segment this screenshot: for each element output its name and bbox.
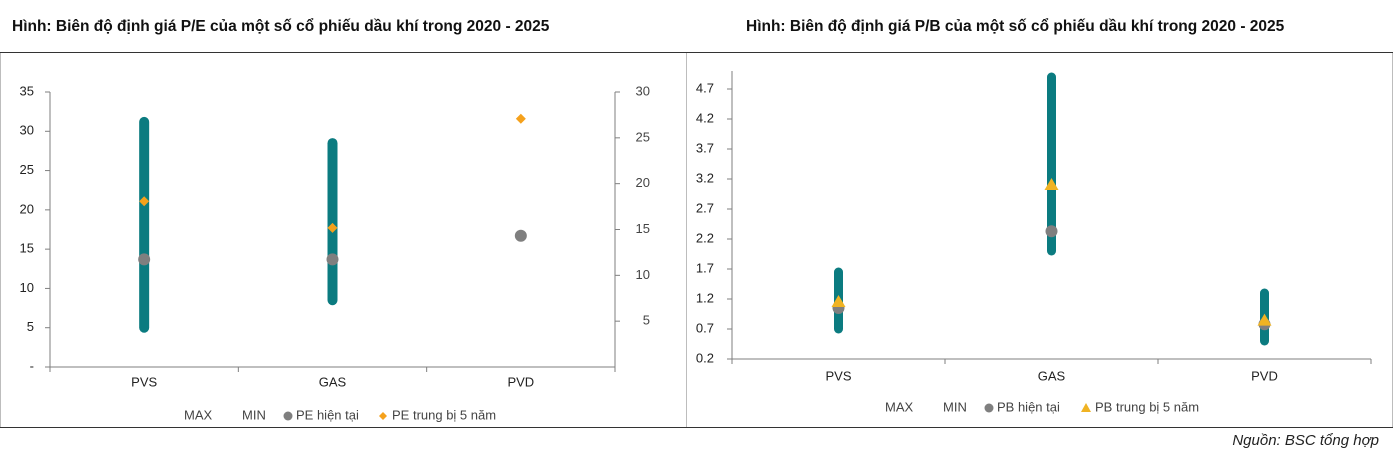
legend-min: MIN	[242, 407, 266, 422]
pb-avg-marker-pvd	[1257, 313, 1272, 326]
y-left-tick-label: -	[30, 358, 34, 373]
x-category-label: GAS	[1038, 368, 1066, 383]
y-right-tick-label: 15	[636, 221, 650, 236]
pe-current-marker-pvs	[138, 253, 151, 266]
y-left-tick-label: 20	[20, 201, 34, 216]
x-category-label: GAS	[319, 374, 347, 389]
x-category-label: PVS	[131, 374, 157, 389]
y-left-tick-label: 1.7	[696, 260, 714, 275]
panel-separator	[686, 53, 687, 427]
y-left-tick-label: 35	[20, 83, 34, 98]
legend-avg-symbol	[379, 412, 387, 420]
legend-avg: PE trung bị 5 năm	[392, 407, 496, 422]
y-left-tick-label: 3.7	[696, 140, 714, 155]
left-border	[0, 53, 1, 427]
pb-chart-title: Hình: Biên độ định giá P/B của một số cổ…	[746, 18, 1285, 35]
pb-avg-marker-pvs	[831, 295, 846, 307]
y-right-tick-label: 20	[636, 175, 650, 190]
pe-avg-marker-gas	[327, 222, 338, 233]
y-left-tick-label: 25	[20, 162, 34, 177]
legend-avg-symbol	[1081, 403, 1091, 412]
y-right-tick-label: 5	[643, 313, 650, 328]
pe-avg-marker-pvs	[139, 196, 150, 207]
y-left-tick-label: 10	[20, 280, 34, 295]
y-left-tick-label: 5	[27, 319, 34, 334]
y-left-tick-label: 4.7	[696, 80, 714, 95]
pe-range-chart: - 5 10 15 20 25 30 35 5 10 15 20 25 30 PVS GAS PVD MAX MIN…	[20, 83, 650, 422]
y-right-tick-label: 25	[636, 129, 650, 144]
y-left-tick-label: 3.2	[696, 170, 714, 185]
legend-avg: PB trung bị 5 năm	[1095, 399, 1199, 414]
pe-current-marker-gas	[326, 253, 339, 266]
bottom-rule	[0, 427, 1393, 428]
legend-current: PE hiện tại	[296, 407, 359, 422]
pb-current-marker-gas	[1045, 225, 1058, 238]
legend-current: PB hiện tại	[997, 399, 1060, 414]
pe-avg-marker-pvd	[515, 113, 526, 124]
legend-current-symbol	[283, 411, 293, 421]
top-rule	[0, 52, 1393, 53]
x-category-label: PVD	[1251, 368, 1278, 383]
y-left-tick-label: 1.2	[696, 290, 714, 305]
y-right-tick-label: 30	[636, 83, 650, 98]
legend-current-symbol	[984, 403, 994, 413]
legend-min: MIN	[943, 399, 967, 414]
source-note: Nguồn: BSC tổng hợp	[1232, 432, 1379, 449]
x-category-label: PVS	[825, 368, 851, 383]
pb-avg-marker-gas	[1044, 178, 1059, 190]
pe-current-marker-pvd	[514, 229, 527, 242]
legend-max: MAX	[885, 399, 914, 414]
y-left-tick-label: 2.2	[696, 230, 714, 245]
legend-max: MAX	[184, 407, 213, 422]
pb-range-chart: 0.2 0.7 1.2 1.7 2.2 2.7 3.2 3.7 4.2 4.7 PVS GAS PVD M…	[696, 71, 1372, 414]
pe-chart-title: Hình: Biên độ định giá P/E của một số cổ…	[12, 18, 550, 35]
y-left-tick-label: 30	[20, 123, 34, 138]
y-left-tick-label: 15	[20, 241, 34, 256]
x-category-label: PVD	[507, 374, 534, 389]
y-left-tick-label: 4.2	[696, 110, 714, 125]
y-left-tick-label: 2.7	[696, 200, 714, 215]
y-right-tick-label: 10	[636, 267, 650, 282]
y-left-tick-label: 0.2	[696, 350, 714, 365]
y-left-tick-label: 0.7	[696, 320, 714, 335]
